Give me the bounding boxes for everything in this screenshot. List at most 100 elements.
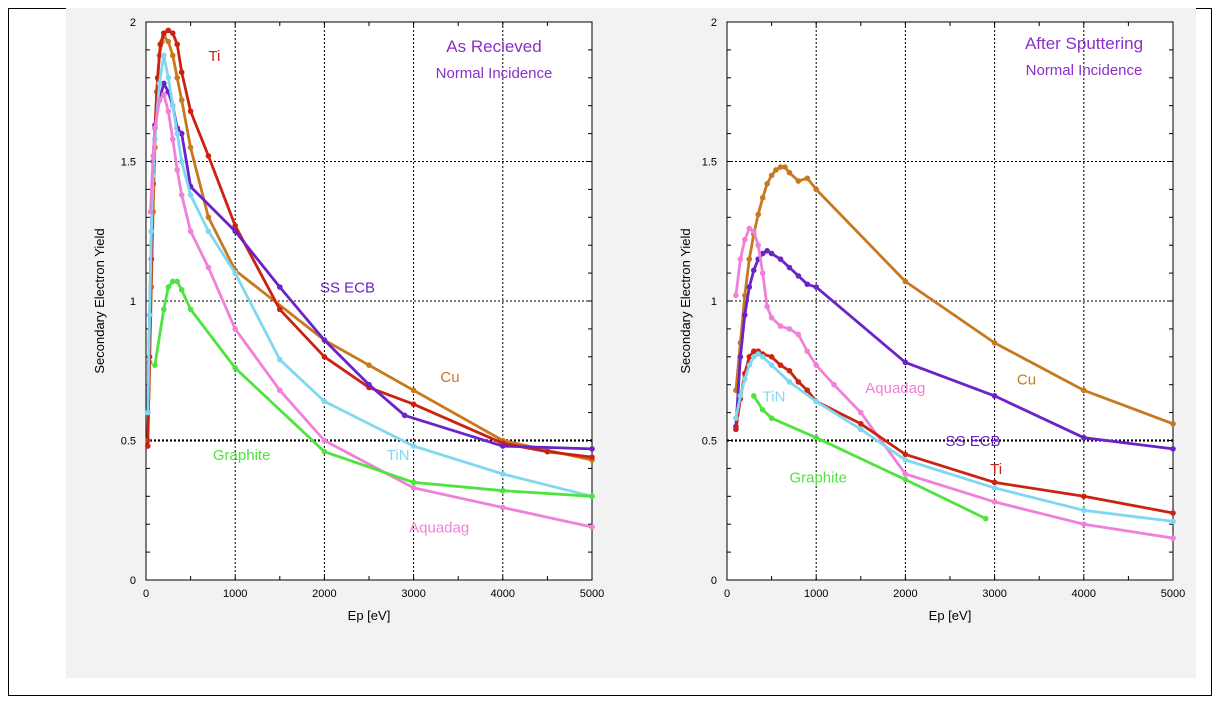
- c0-data-point-ti: [157, 41, 164, 48]
- c1-data-point-tin: [1170, 518, 1176, 525]
- c0-x-axis-title: Ep [eV]: [348, 608, 391, 623]
- c0-data-point-graphite: [161, 306, 167, 313]
- c0-data-point-tin: [165, 75, 172, 81]
- c1-data-point-ss-ecb: [991, 393, 998, 399]
- c1-data-point-ti: [733, 426, 739, 433]
- c1-data-point-aquadag: [858, 409, 864, 416]
- c0-data-point-tin: [161, 52, 167, 59]
- c1-data-point-ss-ecb: [1081, 434, 1087, 441]
- c0-data-point-aquadag: [187, 228, 194, 235]
- c0-y-tick-label: 0.5: [121, 436, 136, 448]
- c0-data-point-ti: [174, 41, 181, 48]
- c0-data-point-graphite: [321, 448, 328, 455]
- c1-x-tick-label: 0: [724, 588, 730, 600]
- c1-data-point-aquadag: [804, 348, 811, 355]
- c0-series-line-graphite: [153, 280, 593, 498]
- c0-x-tick-label: 0: [143, 588, 149, 600]
- c1-data-point-ss-ecb: [813, 284, 819, 290]
- c0-data-point-graphite: [165, 284, 172, 290]
- c1-data-point-aquadag: [742, 236, 748, 243]
- c1-data-point-ti: [746, 354, 753, 360]
- c1-x-tick-label: 1000: [804, 588, 828, 600]
- c1-data-point-cu: [742, 292, 748, 299]
- c1-data-point-ti: [902, 451, 909, 458]
- c1-data-point-cu: [1081, 387, 1087, 394]
- c0-data-point-tin: [178, 158, 185, 165]
- c0-x-tick-label: 2000: [312, 588, 336, 600]
- c1-data-point-graphite: [813, 434, 819, 441]
- c0-data-point-aquadag: [165, 108, 172, 115]
- c1-data-point-ss-ecb: [786, 264, 793, 271]
- c1-data-point-aquadag: [795, 331, 802, 338]
- c1-data-point-ss-ecb: [742, 312, 748, 318]
- c0-data-point-aquadag: [152, 125, 158, 131]
- c1-data-point-tin: [733, 415, 739, 421]
- c0-data-point-tin: [148, 228, 155, 235]
- c0-data-point-graphite: [174, 278, 181, 285]
- c1-x-tick-label: 4000: [1072, 588, 1096, 600]
- c1-data-point-aquadag: [759, 270, 766, 276]
- c1-data-point-aquadag: [1081, 521, 1087, 527]
- c0-data-point-tin: [187, 192, 194, 198]
- c1-data-point-tin: [1081, 507, 1087, 514]
- c0-x-tick-label: 1000: [223, 588, 247, 600]
- c1-data-point-cu: [902, 278, 909, 285]
- c1-data-point-cu: [795, 178, 802, 184]
- c0-series-label-aquadag: Aquadag: [409, 520, 469, 537]
- c0-data-point-ti: [178, 69, 185, 76]
- c0-series-label-graphite: Graphite: [213, 447, 271, 464]
- c0-chart-subtitle: Normal Incidence: [436, 65, 553, 82]
- c0-series-label-cu: Cu: [440, 369, 459, 386]
- c0-data-point-ss-ecb: [321, 337, 328, 343]
- c0-chart-title: As Recieved: [446, 37, 541, 56]
- c1-series-label-cu: Cu: [1017, 372, 1036, 389]
- c1-data-point-ti: [795, 379, 802, 385]
- c1-data-point-aquadag: [746, 225, 753, 232]
- c0-data-point-ti: [205, 153, 212, 159]
- c1-data-point-aquadag: [902, 471, 909, 477]
- c0-data-point-ti: [165, 27, 172, 34]
- c0-series-label-ti: Ti: [208, 48, 220, 65]
- c1-y-tick-label: 0.5: [702, 436, 717, 448]
- c0-data-point-graphite: [410, 479, 417, 486]
- c1-series-label-ti: Ti: [990, 461, 1002, 478]
- c1-data-point-aquadag: [733, 292, 739, 299]
- c0-data-point-aquadag: [174, 167, 181, 173]
- c0-data-point-tin: [500, 471, 506, 477]
- c1-data-point-ti: [804, 387, 811, 394]
- c0-data-point-cu: [169, 52, 176, 59]
- c1-series-label-graphite: Graphite: [789, 469, 847, 486]
- c0-data-point-ss-ecb: [366, 381, 372, 388]
- c0-y-tick-label: 1: [130, 296, 136, 308]
- c0-data-point-aquadag: [169, 136, 176, 142]
- c1-series-label-tin: TiN: [763, 388, 786, 405]
- c1-data-point-cu: [746, 256, 753, 262]
- c0-y-tick-label: 0: [130, 575, 136, 587]
- c0-data-point-ti: [321, 354, 328, 360]
- c0-data-point-ti: [589, 454, 595, 461]
- c0-data-point-cu: [366, 362, 372, 368]
- c1-chart-title: After Sputtering: [1025, 34, 1143, 53]
- c1-data-point-graphite: [902, 476, 909, 483]
- c0-data-point-tin: [144, 409, 151, 416]
- c1-data-point-cu: [768, 172, 775, 179]
- c1-data-point-ss-ecb: [768, 250, 775, 257]
- c0-data-point-tin: [277, 356, 283, 363]
- c1-data-point-tin: [991, 485, 998, 491]
- c0-data-point-ti: [410, 401, 417, 408]
- c1-data-point-aquadag: [750, 228, 757, 235]
- c0-series-label-ss-ecb: SS ECB: [320, 280, 375, 297]
- c1-y-axis-title: Secondary Electron Yield: [678, 228, 693, 373]
- c0-data-point-ti: [161, 30, 167, 36]
- c0-data-point-ss-ecb: [178, 130, 185, 137]
- c0-data-point-aquadag: [205, 264, 212, 271]
- c1-data-point-graphite: [750, 393, 757, 399]
- c1-data-point-aquadag: [813, 362, 819, 368]
- c0-data-point-ss-ecb: [500, 443, 506, 449]
- c1-data-point-tin: [786, 379, 793, 385]
- c0-data-point-aquadag: [589, 524, 595, 530]
- c0-data-point-cu: [410, 387, 417, 394]
- c0-data-point-cu: [178, 97, 185, 103]
- c1-x-tick-label: 5000: [1161, 588, 1185, 600]
- c1-data-point-cu: [764, 181, 770, 187]
